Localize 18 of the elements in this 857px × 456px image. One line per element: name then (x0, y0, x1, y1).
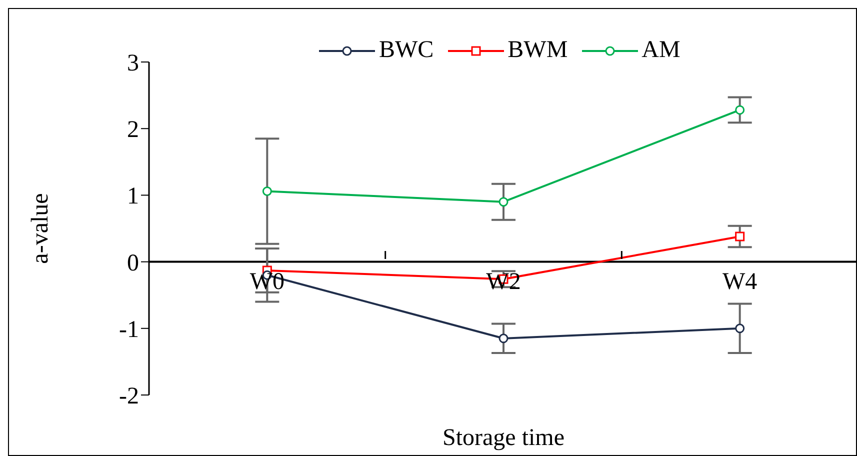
y-tick-label: 0 (127, 250, 139, 276)
x-tick-label: W4 (722, 269, 758, 295)
point (735, 232, 745, 242)
legend-label: BWM (508, 37, 568, 64)
y-tick-label: 2 (127, 117, 139, 144)
y-tick-label: 3 (127, 50, 139, 77)
y-tick-label: 1 (127, 184, 139, 210)
point (262, 186, 272, 196)
x-axis-title: Storage time (442, 425, 564, 451)
y-tick-label: -1 (119, 316, 139, 343)
point (735, 105, 745, 115)
point (498, 197, 508, 207)
y-tick-label: -2 (119, 384, 139, 410)
legend-label: AM (642, 37, 680, 64)
y-axis-title: a-value (28, 193, 54, 264)
legend-label: BWC (379, 37, 434, 64)
point (498, 334, 508, 344)
point (735, 324, 745, 334)
